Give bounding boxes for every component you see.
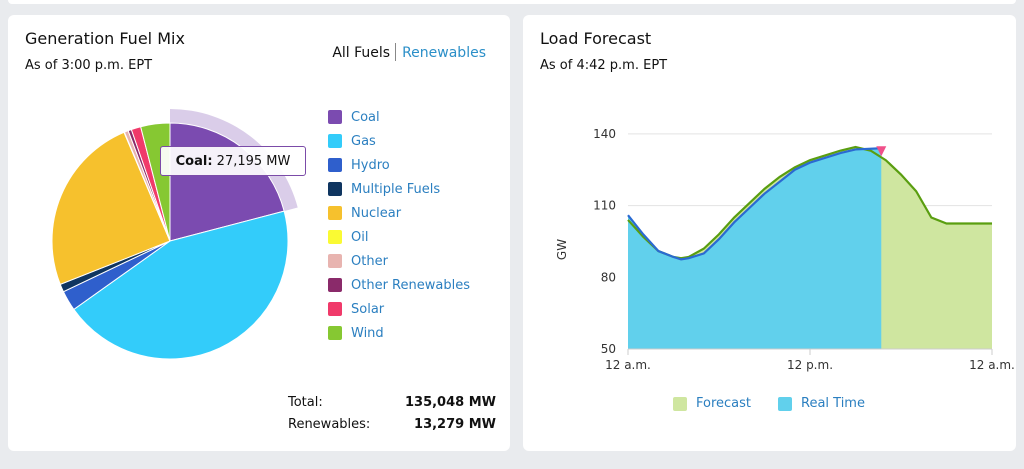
renewables-label: Renewables: [288, 417, 371, 432]
forecast-label: Forecast [696, 396, 752, 411]
fuel-mix-legend: Coal Gas Hydro Multiple Fuels Nuclear Oil Othe… [328, 105, 470, 345]
legend-label: Multiple Fuels [351, 181, 441, 197]
tooltip-name: Coal: [175, 154, 213, 169]
legend-swatch [328, 230, 342, 244]
legend-label: Nuclear [351, 205, 402, 221]
pie-slice-gas[interactable] [73, 210, 289, 360]
legend-item-wind[interactable]: Wind [328, 321, 470, 345]
all-fuels-toggle[interactable]: All Fuels [332, 45, 391, 61]
legend-swatch [328, 110, 342, 124]
legend-item-coal[interactable]: Coal [328, 105, 470, 129]
realtime-label: Real Time [801, 396, 865, 411]
legend-label: Coal [351, 109, 380, 125]
fuel-mix-totals: Total: 135,048 MW Renewables: 13,279 MW [288, 395, 496, 439]
x-tick-label: 12 p.m. [787, 358, 833, 372]
legend-label: Wind [351, 325, 384, 341]
legend-swatch [328, 254, 342, 268]
legend-swatch [328, 206, 342, 220]
forecast-swatch [673, 396, 687, 411]
pie-slice-nuclear[interactable] [51, 131, 171, 286]
y-tick-label: 140 [593, 127, 616, 141]
legend-label: Oil [351, 229, 369, 245]
legend-item-other[interactable]: Other [328, 249, 470, 273]
legend-realtime[interactable]: Real Time [778, 396, 865, 411]
legend-swatch [328, 182, 342, 196]
legend-item-solar[interactable]: Solar [328, 297, 470, 321]
tooltip-value: 27,195 MW [216, 154, 291, 169]
pie-tooltip: Coal: 27,195 MW [160, 146, 306, 176]
legend-swatch [328, 278, 342, 292]
current-time-marker [876, 146, 887, 157]
fuel-toggle: All Fuels Renewables [332, 43, 486, 61]
renewables-toggle[interactable]: Renewables [402, 45, 486, 61]
x-tick-label: 12 a.m. [605, 358, 651, 372]
legend-item-nuclear[interactable]: Nuclear [328, 201, 470, 225]
toggle-divider [395, 43, 397, 61]
fuel-mix-card: Generation Fuel Mix As of 3:00 p.m. EPT … [8, 15, 510, 451]
load-forecast-as-of: As of 4:42 p.m. EPT [540, 58, 668, 73]
legend-swatch [328, 134, 342, 148]
y-tick-label: 80 [601, 270, 616, 284]
legend-item-gas[interactable]: Gas [328, 129, 470, 153]
total-value: 135,048 MW [404, 395, 496, 410]
legend-swatch [328, 326, 342, 340]
y-tick-label: 110 [593, 199, 616, 213]
total-row: Total: 135,048 MW [288, 395, 496, 417]
fuel-mix-as-of: As of 3:00 p.m. EPT [25, 58, 153, 73]
x-tick-label: 12 a.m. [969, 358, 1015, 372]
legend-label: Other Renewables [351, 277, 470, 293]
legend-swatch [328, 158, 342, 172]
legend-forecast[interactable]: Forecast [673, 396, 751, 411]
legend-label: Solar [351, 301, 385, 317]
legend-label: Hydro [351, 157, 390, 173]
realtime-swatch [778, 396, 792, 411]
fuel-mix-pie-chart [51, 109, 298, 360]
legend-item-multiple-fuels[interactable]: Multiple Fuels [328, 177, 470, 201]
load-forecast-card: Load Forecast As of 4:42 p.m. EPT 50 80 11… [523, 15, 1016, 451]
load-forecast-title: Load Forecast [540, 29, 652, 48]
renewables-value: 13,279 MW [414, 417, 496, 432]
y-tick-label: 50 [601, 342, 616, 356]
top-strip [8, 0, 1016, 4]
realtime-line [627, 147, 882, 261]
legend-swatch [328, 302, 342, 316]
forecast-line [627, 145, 992, 260]
renewables-row: Renewables: 13,279 MW [288, 417, 496, 439]
legend-item-other-renewables[interactable]: Other Renewables [328, 273, 470, 297]
legend-label: Gas [351, 133, 376, 149]
realtime-area [628, 148, 882, 349]
legend-item-hydro[interactable]: Hydro [328, 153, 470, 177]
load-forecast-chart: 50 80 110 140 12 a.m. 12 p.m. 12 a.m. GW [555, 127, 1015, 372]
total-label: Total: [288, 395, 323, 410]
fuel-mix-title: Generation Fuel Mix [25, 29, 185, 48]
y-axis-label: GW [555, 239, 569, 260]
legend-item-oil[interactable]: Oil [328, 225, 470, 249]
legend-label: Other [351, 253, 388, 269]
